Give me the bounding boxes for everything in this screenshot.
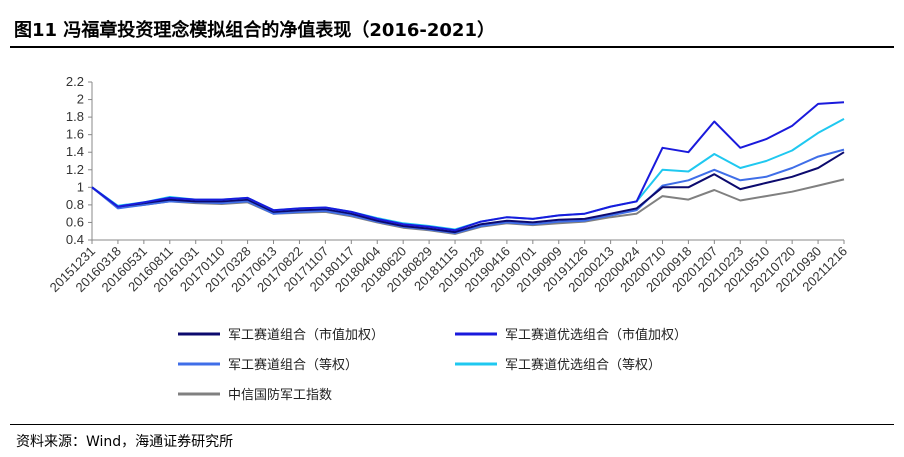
y-tick-label: 0.4 [66, 232, 84, 247]
y-tick-label: 1 [77, 179, 84, 194]
y-tick-label: 2.2 [66, 74, 84, 89]
legend-label-5: 中信国防军工指数 [228, 387, 332, 403]
y-axis: 0.4 0.6 0.8 1 1.2 1.4 1.6 1.8 2 2.2 [66, 74, 93, 247]
net-value-line-chart: 0.4 0.6 0.8 1 1.2 1.4 1.6 1.8 2 2.2 2015123120160… [47, 74, 851, 403]
legend-label-1: 军工赛道组合（市值加权） [228, 327, 384, 343]
series-lines [91, 101, 845, 235]
series-line-2 [91, 101, 845, 232]
y-tick-label: 1.2 [66, 162, 84, 177]
x-axis: 2015123120160318201605312016081120161031… [47, 239, 850, 295]
source-note: 资料来源：Wind，海通证券研究所 [16, 434, 234, 450]
series-line-3 [91, 148, 845, 234]
title-divider [10, 46, 894, 48]
series-line-1 [91, 151, 845, 234]
y-tick-label: 0.8 [66, 197, 84, 212]
figure-title: 图11 冯福章投资理念模拟组合的净值表现（2016-2021） [14, 20, 495, 41]
legend-label-2: 军工赛道优选组合（市值加权） [505, 327, 687, 343]
y-tick-label: 2 [77, 92, 84, 107]
legend-label-3: 军工赛道组合（等权） [228, 357, 358, 373]
legend-label-4: 军工赛道优选组合（等权） [505, 357, 661, 373]
y-tick-label: 1.8 [66, 109, 84, 124]
series-line-4 [91, 118, 845, 231]
y-tick-label: 1.6 [66, 127, 84, 142]
legend: 军工赛道组合（市值加权） 军工赛道优选组合（市值加权） 军工赛道组合（等权） 军工赛道… [178, 327, 687, 403]
footer-divider [10, 424, 894, 425]
y-tick-label: 0.6 [66, 214, 84, 229]
y-tick-label: 1.4 [66, 144, 84, 159]
